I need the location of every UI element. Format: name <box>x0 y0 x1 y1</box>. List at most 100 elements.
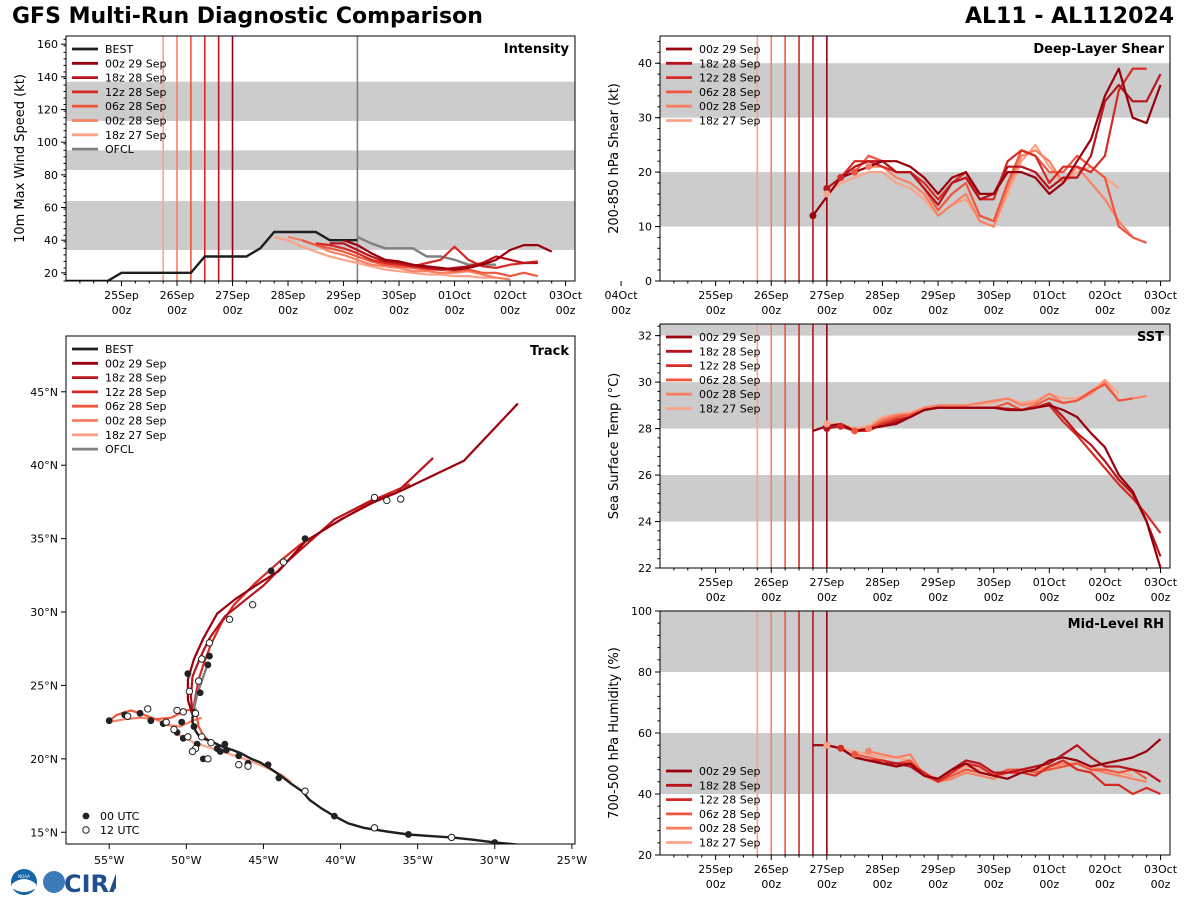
legend-label: 18z 27 Sep <box>699 115 761 128</box>
x-tick-label: 27Sep <box>809 576 844 589</box>
marker-12utc <box>174 707 180 713</box>
legend-label: 18z 27 Sep <box>105 429 167 442</box>
legend-label: 00z 28 Sep <box>105 415 167 428</box>
x-tick-sublabel: 00z <box>928 878 948 891</box>
legend-marker-12utc <box>83 827 89 833</box>
x-tick-label: 27Sep <box>809 863 844 876</box>
init-marker <box>865 748 872 755</box>
x-tick-sublabel: 00z <box>873 591 893 604</box>
marker-12utc <box>163 719 169 725</box>
y-tick-label: 40 <box>638 788 652 801</box>
y-tick-label: 22 <box>638 562 652 575</box>
x-tick-sublabel: 00z <box>556 304 576 317</box>
track-run-line-2 <box>193 484 411 713</box>
y-axis-label: Sea Surface Temp (°C) <box>607 373 622 520</box>
panel-title: Mid-Level RH <box>1068 617 1164 632</box>
x-tick-label: 30°W <box>480 854 510 867</box>
best-track-line <box>193 709 565 847</box>
y-tick-label: 20 <box>638 166 652 179</box>
x-tick-sublabel: 00z <box>984 304 1004 317</box>
y-tick-label: 0 <box>645 275 652 288</box>
init-marker <box>823 190 830 197</box>
y-tick-label: 30 <box>638 112 652 125</box>
y-axis-label: 700-500 hPa Humidity (%) <box>607 647 622 819</box>
x-tick-label: 30Sep <box>382 289 417 302</box>
x-tick-label: 45°W <box>248 854 278 867</box>
x-tick-label: 26Sep <box>754 576 789 589</box>
legend-label: 12z 28 Sep <box>699 794 761 807</box>
init-marker <box>837 423 844 430</box>
marker-12utc <box>398 496 404 502</box>
marker-12utc <box>199 656 205 662</box>
x-tick-sublabel: 00z <box>223 304 243 317</box>
x-tick-sublabel: 00z <box>761 591 781 604</box>
panel-title: Intensity <box>504 42 570 57</box>
marker-12utc <box>280 559 286 565</box>
y-tick-label: 60 <box>44 202 58 215</box>
shear-panel: 01020304025Sep00z26Sep00z27Sep00z28Sep00… <box>607 36 1200 317</box>
x-tick-sublabel: 00z <box>1095 304 1115 317</box>
marker-00utc <box>221 741 228 748</box>
y-tick-label: 32 <box>638 330 652 343</box>
x-tick-label: 28Sep <box>865 863 900 876</box>
y-tick-label: 45°N <box>30 386 58 399</box>
x-tick-label: 25Sep <box>698 576 733 589</box>
x-tick-label: 28Sep <box>865 289 900 302</box>
x-tick-sublabel: 00z <box>873 878 893 891</box>
legend-label: 00z 29 Sep <box>699 331 761 344</box>
init-marker <box>851 751 858 758</box>
x-tick-sublabel: 00z <box>500 304 520 317</box>
x-tick-label: 30Sep <box>976 863 1011 876</box>
intensity-panel: 2040608010012014016025Sep00z26Sep00z27Se… <box>13 36 638 317</box>
legend-label: 18z 27 Sep <box>105 129 167 142</box>
track-run-line-1 <box>191 458 433 712</box>
gray-band <box>660 475 1170 521</box>
marker-12utc <box>371 825 377 831</box>
marker-00utc <box>147 717 154 724</box>
marker-12utc <box>180 709 186 715</box>
init-marker <box>865 163 872 170</box>
legend-label: 12z 28 Sep <box>699 72 761 85</box>
x-tick-label: 50°W <box>171 854 201 867</box>
marker-12utc <box>205 756 211 762</box>
legend-label: 06z 28 Sep <box>699 374 761 387</box>
marker-12utc <box>171 726 177 732</box>
x-tick-sublabel: 00z <box>1151 304 1171 317</box>
marker-12utc <box>302 788 308 794</box>
y-tick-label: 100 <box>631 605 652 618</box>
x-tick-label: 25°W <box>557 854 587 867</box>
cira-logo: NOAA CIRA <box>6 866 116 902</box>
y-tick-label: 30 <box>638 376 652 389</box>
init-marker <box>851 427 858 434</box>
x-tick-sublabel: 00z <box>1039 878 1059 891</box>
init-marker <box>851 169 858 176</box>
x-tick-label: 01Oct <box>1033 863 1067 876</box>
x-tick-sublabel: 00z <box>984 591 1004 604</box>
y-tick-label: 120 <box>37 104 58 117</box>
x-tick-label: 25Sep <box>698 863 733 876</box>
y-axis-label: 200-850 hPa Shear (kt) <box>607 83 622 234</box>
legend-label: 18z 27 Sep <box>699 837 761 850</box>
y-tick-label: 24 <box>638 516 652 529</box>
y-tick-label: 15°N <box>30 826 58 839</box>
legend-label: 12 UTC <box>100 824 140 837</box>
x-tick-sublabel: 00z <box>873 304 893 317</box>
legend-label: BEST <box>105 43 133 56</box>
x-tick-sublabel: 00z <box>761 304 781 317</box>
init-marker <box>823 742 830 749</box>
x-tick-sublabel: 00z <box>706 878 726 891</box>
legend-label: 18z 28 Sep <box>699 779 761 792</box>
x-tick-sublabel: 00z <box>817 304 837 317</box>
x-tick-sublabel: 00z <box>1151 591 1171 604</box>
marker-00utc <box>197 689 204 696</box>
y-tick-label: 100 <box>37 136 58 149</box>
marker-00utc <box>331 813 338 820</box>
x-tick-sublabel: 00z <box>278 304 298 317</box>
x-tick-label: 28Sep <box>865 576 900 589</box>
marker-12utc <box>249 601 255 607</box>
marker-00utc <box>302 535 309 542</box>
init-marker <box>809 212 816 219</box>
